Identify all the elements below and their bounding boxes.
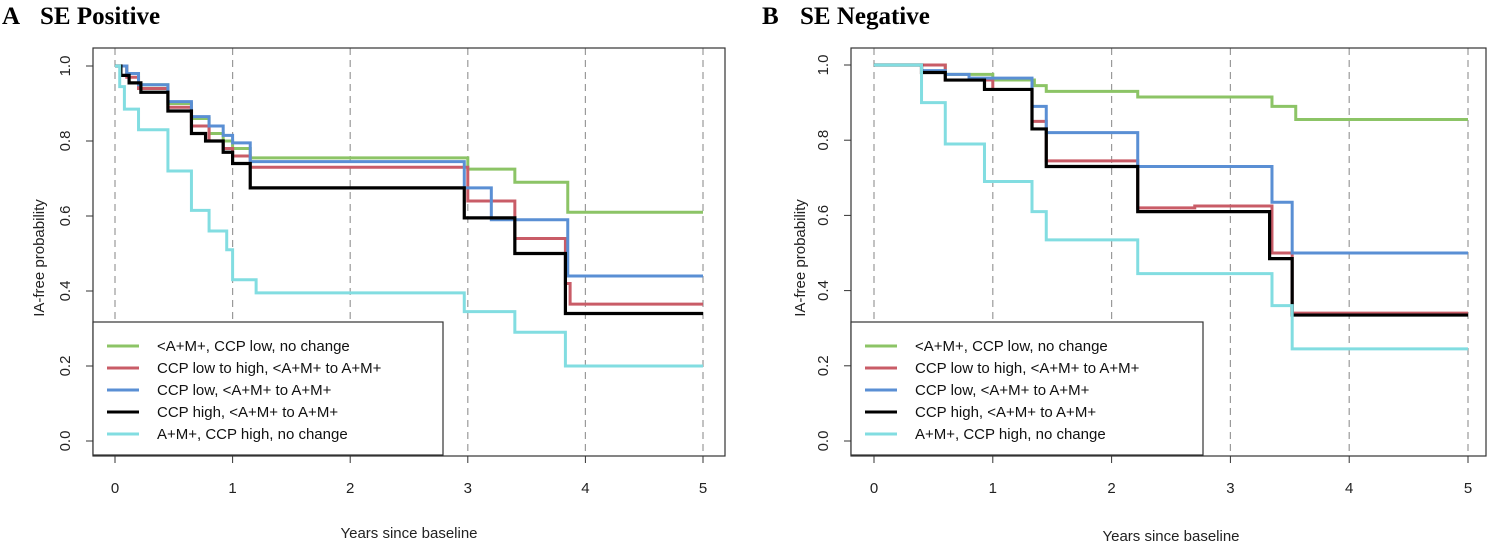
- x-tick-label: 2: [346, 480, 354, 497]
- legend-entry: CCP high, <A+M+ to A+M+: [915, 404, 1096, 421]
- series-line: [115, 64, 703, 316]
- series-line: [874, 63, 1468, 317]
- series-line: [115, 64, 703, 278]
- legend-entry: CCP low, <A+M+ to A+M+: [915, 382, 1090, 399]
- y-tick-label: 0.0: [815, 431, 832, 452]
- legend: <A+M+, CCP low, no change CCP low to high…: [850, 321, 1204, 456]
- y-axis-label: IA-free probability: [31, 199, 48, 317]
- plot-border: [92, 47, 726, 457]
- legend-entry: CCP low to high, <A+M+ to A+M+: [157, 360, 382, 377]
- series-line: [874, 63, 1468, 315]
- y-tick-label: 1.0: [815, 55, 832, 76]
- legend-entry: CCP high, <A+M+ to A+M+: [157, 404, 338, 421]
- legend-box: [92, 321, 444, 456]
- x-tick-label: 2: [1107, 480, 1115, 497]
- x-axis-label: Years since baseline: [340, 525, 477, 542]
- y-tick-label: 0.2: [815, 355, 832, 376]
- y-tick-label: 0.6: [57, 206, 74, 227]
- y-tick-label: 0.0: [57, 431, 74, 452]
- series-line: [115, 64, 703, 306]
- panel-label: A: [2, 3, 20, 30]
- series-line: [115, 64, 703, 214]
- x-tick-label: 4: [1345, 480, 1353, 497]
- legend-entry: A+M+, CCP high, no change: [915, 426, 1106, 443]
- y-tick-label: 0.2: [57, 356, 74, 377]
- series-line: [115, 64, 703, 368]
- panel-title: SE Positive: [40, 3, 160, 30]
- y-tick-label: 0.4: [57, 281, 74, 302]
- x-tick-label: 4: [581, 480, 589, 497]
- panel-label: B: [762, 3, 779, 30]
- x-tick-label: 5: [1464, 480, 1472, 497]
- x-tick-label: 3: [1226, 480, 1234, 497]
- x-tick-label: 1: [228, 480, 236, 497]
- panel-title: SE Negative: [800, 3, 930, 30]
- legend-entry: A+M+, CCP high, no change: [157, 426, 348, 443]
- legend-entry: CCP low, <A+M+ to A+M+: [157, 382, 332, 399]
- y-tick-label: 0.8: [815, 130, 832, 151]
- legend-box: [850, 321, 1204, 456]
- legend-entry: CCP low to high, <A+M+ to A+M+: [915, 360, 1140, 377]
- legend-entry: <A+M+, CCP low, no change: [157, 338, 350, 355]
- y-tick-label: 0.6: [815, 205, 832, 226]
- legend: <A+M+, CCP low, no change CCP low to high…: [92, 321, 444, 456]
- x-tick-label: 0: [111, 480, 119, 497]
- legend-entry: <A+M+, CCP low, no change: [915, 338, 1108, 355]
- x-tick-label: 3: [464, 480, 472, 497]
- series-line: [874, 63, 1468, 351]
- panel-se-positive: A SE Positive 0 1 2 3 4 5 0.0 0.2 0.4 0.6 0.8 1.0 Y…: [2, 3, 726, 542]
- y-tick-label: 1.0: [57, 56, 74, 77]
- y-tick-label: 0.4: [815, 280, 832, 301]
- panel-se-negative: B SE Negative 0 1 2 3 4 5 0.0 0.2 0.4 0.6 0.8 1.0 Y…: [762, 3, 1487, 544]
- series-line: [874, 63, 1468, 255]
- y-tick-label: 0.8: [57, 131, 74, 152]
- x-tick-label: 5: [699, 480, 707, 497]
- x-tick-label: 1: [989, 480, 997, 497]
- x-axis-label: Years since baseline: [1102, 528, 1239, 544]
- y-axis-label: IA-free probability: [792, 199, 809, 317]
- plot-border: [850, 47, 1487, 457]
- x-tick-label: 0: [870, 480, 878, 497]
- plot-area: 0 1 2 3 4 5 0.0 0.2 0.4 0.6 0.8 1.0: [57, 47, 726, 497]
